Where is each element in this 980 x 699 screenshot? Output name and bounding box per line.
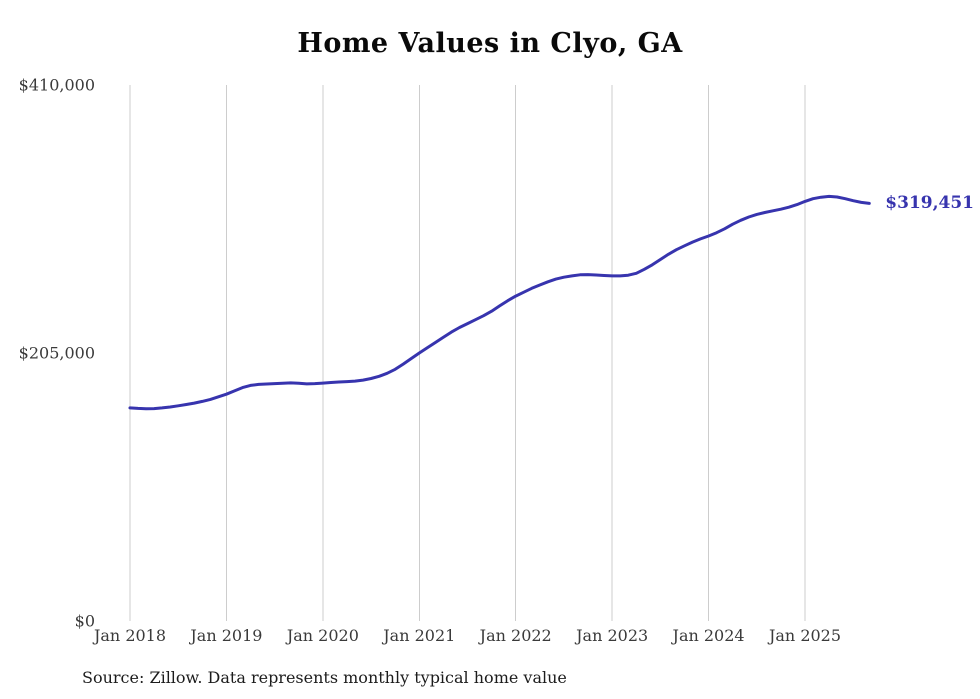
chart-title: Home Values in Clyo, GA <box>297 28 683 59</box>
x-tick-label: Jan 2023 <box>576 626 649 645</box>
x-tick-label: Jan 2020 <box>286 626 359 645</box>
latest-value-label: $319,451 <box>885 193 974 214</box>
x-tick-label: Jan 2022 <box>479 626 552 645</box>
y-tick-label: $205,000 <box>18 343 95 363</box>
source-note: Source: Zillow. Data represents monthly … <box>82 668 567 687</box>
x-tick-label: Jan 2021 <box>383 626 456 645</box>
x-tick-label: Jan 2024 <box>672 626 745 645</box>
x-tick-label: Jan 2019 <box>190 626 263 645</box>
home-value-series-line <box>128 194 871 411</box>
y-tick-label: $410,000 <box>18 75 95 95</box>
y-tick-label: $0 <box>74 611 95 631</box>
x-tick-label: Jan 2025 <box>768 626 842 645</box>
x-tick-label: Jan 2018 <box>93 626 167 645</box>
